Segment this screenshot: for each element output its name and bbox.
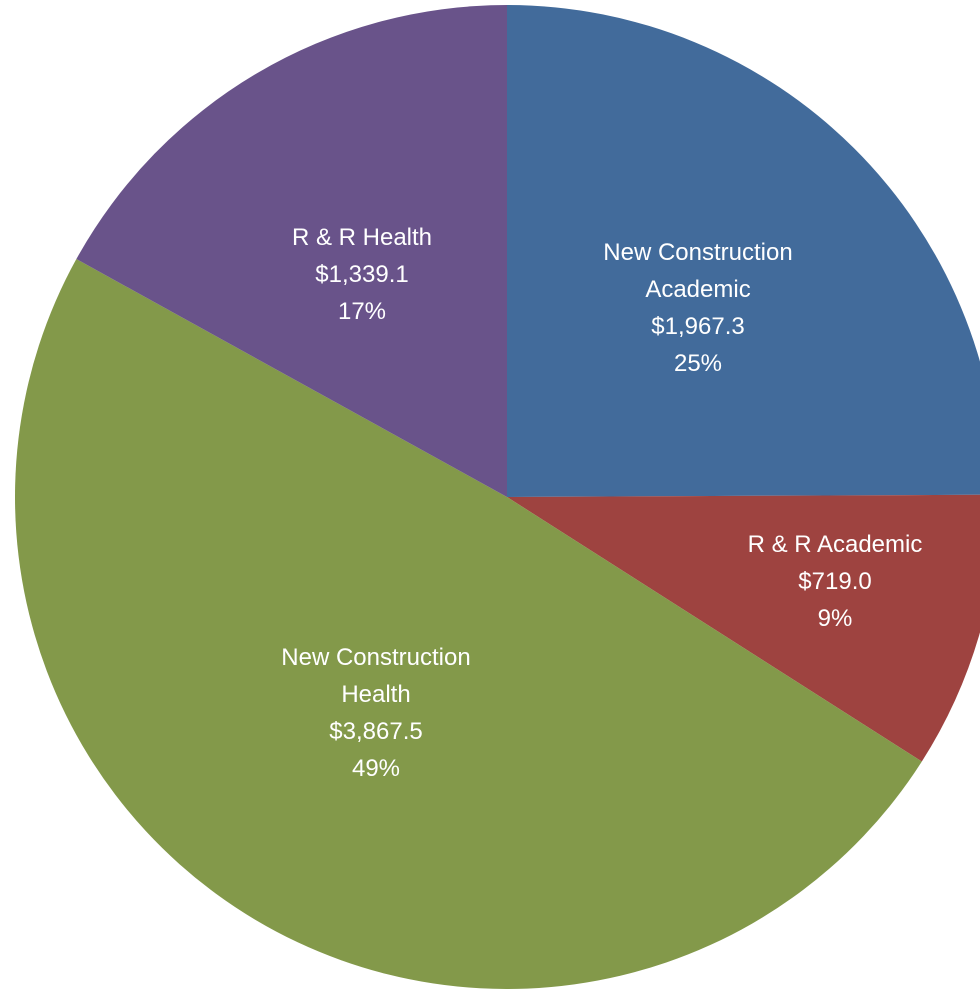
slice-value-label: $719.0 <box>798 568 871 595</box>
slice-category-label: New Construction Health <box>281 644 470 708</box>
label-line: R & R Academic <box>748 531 923 558</box>
pie-slice <box>507 5 980 497</box>
slice-percent-label: 25% <box>674 350 722 377</box>
slice-percent-label: 9% <box>818 605 853 632</box>
slice-percent-label: 17% <box>338 298 386 325</box>
pie-slice <box>507 494 980 762</box>
pie-slice <box>15 259 922 989</box>
slice-value-label: $1,339.1 <box>315 261 408 288</box>
label-line: Health <box>341 681 410 708</box>
label-line: Academic <box>645 276 750 303</box>
pie-slice <box>76 5 508 497</box>
label-line: R & R Health <box>292 224 432 251</box>
slice-category-label: R & R Health <box>292 224 432 251</box>
slice-value-label: $1,967.3 <box>651 313 744 340</box>
slice-value-label: $3,867.5 <box>329 718 422 745</box>
label-line: New Construction <box>603 239 792 266</box>
slice-percent-label: 49% <box>352 755 400 782</box>
slice-category-label: R & R Academic <box>748 531 923 558</box>
label-line: New Construction <box>281 644 470 671</box>
slice-category-label: New Construction Academic <box>603 239 792 303</box>
